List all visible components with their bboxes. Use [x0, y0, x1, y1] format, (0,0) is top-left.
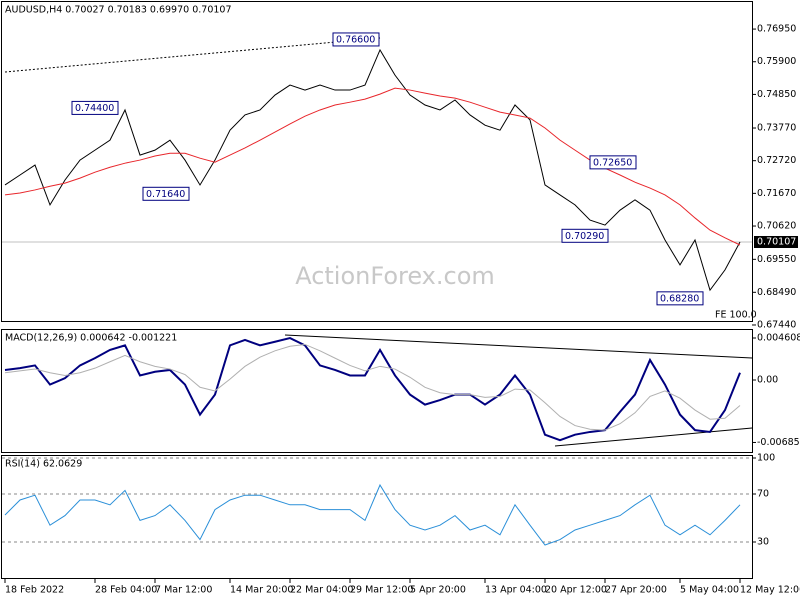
- series-line: [4, 343, 741, 431]
- y-tick-label: -0.006853: [757, 437, 800, 448]
- series-line: [4, 48, 741, 292]
- x-tick-label: 20 Apr 12:00: [545, 585, 607, 596]
- x-tick-label: 7 Mar 12:00: [155, 585, 212, 596]
- annotation-label: 0.74400: [75, 103, 114, 114]
- x-tick-label: 5 May 04:00: [680, 585, 739, 596]
- rsi-panel: [1, 455, 753, 579]
- annotation-label: 0.72650: [593, 157, 632, 168]
- annotation-box: [561, 228, 609, 243]
- x-tick-label: 12 May 12:00: [740, 585, 800, 596]
- y-tick-label: 0.72720: [757, 155, 796, 166]
- indicator-title: RSI(14) 62.0629: [5, 459, 82, 470]
- y-tick-label: 0.68490: [757, 287, 796, 298]
- y-tick-label: 0.75900: [757, 56, 796, 67]
- series-line: [4, 87, 741, 246]
- last-price-tag: [754, 235, 798, 248]
- x-tick-label: 28 Feb 04:00: [95, 585, 157, 596]
- trend-line: [4, 37, 381, 73]
- last-price-label: 0.70107: [757, 236, 796, 247]
- watermark: ActionForex.com: [295, 262, 495, 290]
- y-tick-label: 30: [757, 537, 769, 548]
- x-tick-label: 5 Apr 20:00: [410, 585, 466, 596]
- chart-title: AUDUSD,H4 0.70027 0.70183 0.69970 0.7010…: [5, 5, 232, 16]
- trend-line: [554, 427, 753, 447]
- y-tick-label: 0.004608: [757, 332, 800, 343]
- y-tick-label: 0.74850: [757, 89, 796, 100]
- annotation-box: [589, 155, 637, 170]
- x-tick-label: 27 Apr 20:00: [605, 585, 667, 596]
- annotation-label: 0.70290: [565, 231, 604, 242]
- annotation-label: 0.68280: [660, 293, 699, 304]
- annotation-label: 0.76600: [336, 34, 375, 45]
- series-line: [4, 483, 741, 546]
- x-tick-label: 18 Feb 2022: [5, 585, 64, 596]
- annotation-label: 0.71640: [146, 189, 185, 200]
- annotation-box: [332, 32, 380, 47]
- annotation: FE 100.0: [715, 310, 757, 321]
- y-tick-label: 100: [757, 453, 775, 464]
- y-tick-label: 0.67440: [757, 319, 796, 330]
- annotation-box: [142, 186, 190, 201]
- trend-line: [284, 334, 753, 359]
- y-tick-label: 70: [757, 489, 769, 500]
- series-line: [4, 337, 741, 442]
- y-tick-label: 0.69550: [757, 254, 796, 265]
- y-tick-label: 0.71670: [757, 188, 796, 199]
- x-tick-label: 22 Mar 04:00: [290, 585, 353, 596]
- y-tick-label: 0.00: [757, 374, 778, 385]
- x-tick-label: 13 Apr 04:00: [485, 585, 547, 596]
- annotation-box: [71, 100, 119, 115]
- annotation-box: [656, 291, 704, 306]
- x-tick-label: 29 Mar 12:00: [350, 585, 413, 596]
- y-tick-label: 0.70620: [757, 221, 796, 232]
- y-tick-label: 0.73770: [757, 123, 796, 134]
- y-tick-label: 0.76950: [757, 24, 796, 35]
- indicator-title: MACD(12,26,9) 0.000642 -0.001221: [5, 333, 177, 344]
- x-tick-label: 14 Mar 20:00: [230, 585, 293, 596]
